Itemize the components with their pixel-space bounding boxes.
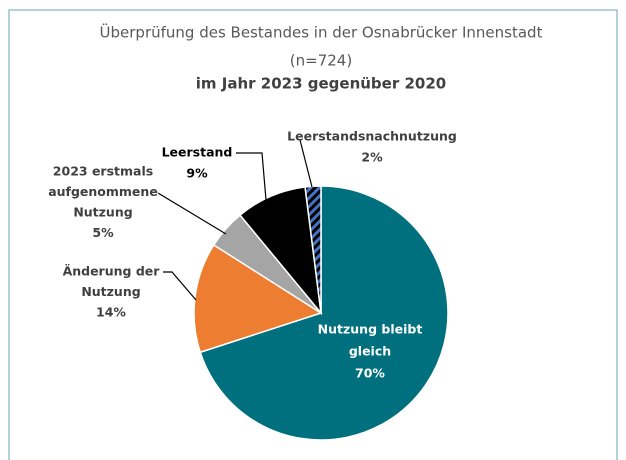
slice-label: Änderung der bbox=[63, 264, 161, 279]
pie-slice bbox=[193, 243, 323, 354]
slice-label: Nutzung bleibt bbox=[318, 322, 423, 337]
slice-label: gleich bbox=[349, 344, 391, 359]
leader-line bbox=[236, 152, 267, 201]
leader-line bbox=[163, 271, 197, 301]
slice-label: 2023 erstmals bbox=[53, 164, 153, 179]
pie-slice bbox=[199, 185, 449, 441]
slice-label: Leerstandsnachnutzung bbox=[287, 129, 457, 144]
slice-label: Leerstand bbox=[162, 145, 233, 160]
chart-title: Überprüfung des Bestandes in der Osnabrü… bbox=[100, 23, 543, 42]
value-label: 9% bbox=[186, 166, 208, 181]
value-label: 5% bbox=[92, 225, 114, 240]
slice-label: aufgenommene bbox=[48, 184, 158, 199]
leader-line bbox=[299, 139, 313, 188]
value-label: 70% bbox=[355, 366, 385, 381]
value-label: 14% bbox=[96, 305, 126, 320]
chart-subtitle: (n=724) bbox=[290, 52, 352, 70]
slice-label: Nutzung bbox=[73, 205, 132, 220]
chart-subtitle: im Jahr 2023 gegenüber 2020 bbox=[196, 75, 446, 93]
chart-border bbox=[8, 9, 618, 460]
pie-slice bbox=[304, 185, 322, 314]
leader-line bbox=[157, 192, 227, 235]
value-label: 2% bbox=[361, 150, 383, 165]
slice-label: Nutzung bbox=[81, 284, 140, 299]
